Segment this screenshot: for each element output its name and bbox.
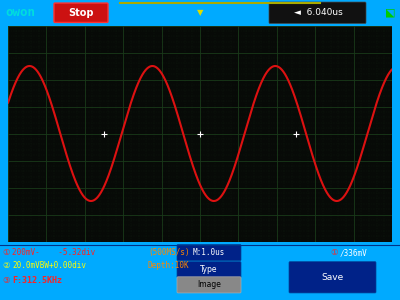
FancyBboxPatch shape [289,262,376,293]
Text: Type: Type [200,265,218,274]
Text: 200mV-    -5.32div: 200mV- -5.32div [12,248,95,257]
Text: Save: Save [321,273,343,282]
Text: ∕336mV: ∕336mV [340,248,368,257]
Text: owon: owon [5,6,35,19]
FancyBboxPatch shape [177,277,241,293]
FancyBboxPatch shape [177,262,241,278]
Text: ②: ② [2,261,10,270]
Text: Image: Image [197,280,221,290]
Text: ①: ① [2,248,10,257]
Text: 20.0mVBW+0.00div: 20.0mVBW+0.00div [12,261,86,270]
Text: ◄  6.040us: ◄ 6.040us [294,8,342,17]
Text: ⬕: ⬕ [385,8,395,18]
Text: ①: ① [330,248,338,257]
Text: M:1.0us: M:1.0us [193,248,225,257]
Text: ③: ③ [2,276,10,285]
Text: Depth:10K: Depth:10K [148,261,190,270]
Text: F:312.5KHz: F:312.5KHz [12,276,62,285]
Text: Stop: Stop [68,8,94,18]
Text: ▼: ▼ [197,8,203,17]
Text: (500MS/s): (500MS/s) [148,248,190,257]
FancyBboxPatch shape [177,244,241,261]
FancyBboxPatch shape [54,3,108,22]
FancyBboxPatch shape [269,2,366,23]
